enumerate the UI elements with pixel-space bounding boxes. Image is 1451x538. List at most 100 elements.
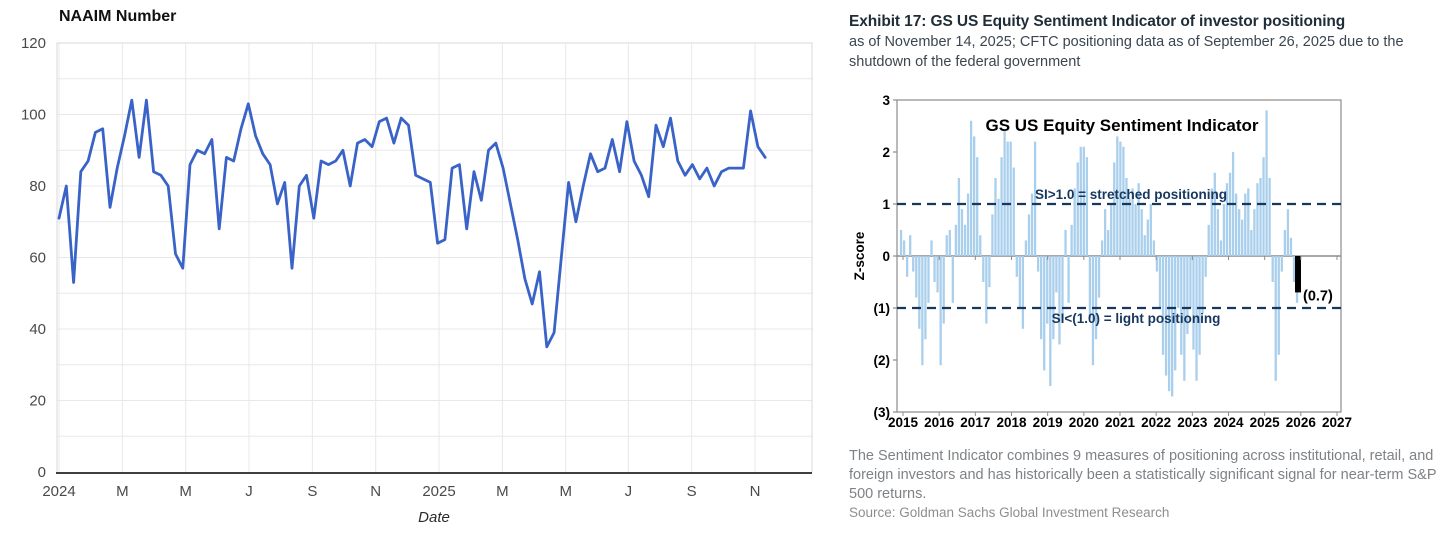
sentiment-bar	[1262, 157, 1265, 256]
exhibit-heading: Exhibit 17: GS US Equity Sentiment Indic…	[849, 13, 1346, 30]
sentiment-bar	[1003, 131, 1006, 256]
sentiment-bar	[1012, 167, 1015, 256]
latest-value-label: (0.7)	[1303, 288, 1333, 304]
sentiment-bar	[1119, 141, 1122, 256]
sentiment-bar	[951, 256, 954, 303]
sentiment-bar	[1125, 178, 1128, 256]
sentiment-bar	[918, 256, 921, 329]
sentiment-bar	[1149, 204, 1152, 256]
sentiment-bar	[1158, 256, 1162, 308]
exhibit-subheading: as of November 14, 2025; CFTC positionin…	[849, 34, 1404, 70]
sentiment-bar	[1180, 256, 1183, 355]
sentiment-bar	[1103, 209, 1107, 256]
sentiment-bar	[1009, 141, 1012, 256]
sentiment-bar	[902, 240, 906, 256]
sentiment-bar	[997, 198, 1000, 256]
sentiment-bar	[1198, 256, 1201, 355]
x-tick-label: M	[179, 483, 192, 500]
sentiment-bar	[1161, 256, 1165, 355]
latest-bar	[1295, 256, 1301, 293]
sentiment-chart-title: GS US Equity Sentiment Indicator	[986, 116, 1259, 135]
sentiment-bar	[1030, 193, 1034, 256]
sentiment-bar	[1186, 256, 1189, 334]
sentiment-bar	[954, 224, 958, 256]
x-tick-label: 2015	[888, 415, 919, 430]
sentiment-bar	[1183, 256, 1186, 381]
sentiment-bar	[1107, 230, 1110, 256]
x-tick-label: 2020	[1069, 415, 1099, 430]
sentiment-bar	[1286, 209, 1290, 256]
sentiment-bar	[973, 136, 976, 256]
y-tick-label: (3)	[874, 405, 891, 420]
x-tick-label: 2025	[1250, 415, 1281, 430]
exhibit-note: The Sentiment Indicator combines 9 measu…	[849, 448, 1437, 502]
y-tick-label: 0	[38, 464, 46, 481]
sentiment-bar	[1116, 136, 1119, 256]
sentiment-bar	[948, 230, 951, 256]
sentiment-bar	[1094, 256, 1098, 340]
y-tick-label: 20	[29, 393, 46, 410]
sentiment-bar	[1024, 240, 1028, 256]
sentiment-bar	[909, 235, 912, 256]
sentiment-bar	[1036, 256, 1040, 272]
sentiment-bar	[1274, 256, 1277, 381]
sentiment-bar	[1292, 256, 1296, 282]
x-tick-label: M	[496, 483, 509, 500]
y-tick-label: 1	[882, 197, 890, 212]
sentiment-bar	[899, 230, 903, 256]
stretched-positioning-annotation: SI>1.0 = stretched positioning	[1035, 187, 1227, 202]
sentiment-bar	[963, 224, 967, 256]
sentiment-bar	[1259, 178, 1262, 256]
sentiment-bar	[1234, 193, 1238, 256]
y-tick-label: (1)	[874, 301, 891, 316]
x-tick-label: S	[687, 483, 697, 500]
sentiment-bar	[1033, 141, 1037, 256]
y-tick-label: 40	[29, 321, 46, 338]
sentiment-bar	[982, 256, 985, 282]
sentiment-bar	[1265, 110, 1268, 257]
sentiment-bar	[1177, 256, 1180, 308]
sentiment-bar	[1091, 256, 1095, 366]
sentiment-bar	[1015, 256, 1018, 277]
x-tick-label: 2024	[42, 483, 75, 500]
sentiment-bar	[991, 214, 994, 256]
sentiment-bar	[957, 178, 961, 256]
sentiment-bar	[939, 256, 942, 366]
sentiment-bar	[1289, 237, 1293, 256]
x-tick-label: 2027	[1322, 415, 1352, 430]
sentiment-bar	[930, 240, 933, 256]
x-tick-label: 2021	[1105, 415, 1136, 430]
sentiment-bar	[1201, 256, 1204, 314]
y-tick-label: 0	[882, 249, 890, 264]
sentiment-bar	[960, 209, 964, 256]
sentiment-bar	[1046, 256, 1049, 324]
sentiment-bar	[1070, 224, 1073, 256]
sentiment-bar	[976, 157, 979, 256]
sentiment-bar	[1241, 219, 1244, 256]
y-tick-label: (2)	[874, 353, 891, 368]
sentiment-bar	[1164, 256, 1168, 376]
sentiment-bar	[1189, 256, 1192, 308]
sentiment-bar	[1137, 183, 1140, 256]
x-tick-label: M	[116, 483, 129, 500]
sentiment-bar	[1268, 178, 1271, 256]
z-score-axis-title: Z-score	[852, 231, 867, 280]
naaim-line-chart: 0 20 40 60 80 100 120 2024 M M J S N 2025 M M J S N	[21, 35, 813, 500]
sentiment-bar	[1049, 256, 1052, 386]
sentiment-bar	[1216, 209, 1219, 256]
sentiment-bar	[1079, 146, 1082, 256]
x-tick-label: 2026	[1286, 415, 1317, 430]
naaim-series-line	[57, 98, 767, 349]
sentiment-bar	[1082, 146, 1085, 256]
sentiment-bar	[1140, 209, 1143, 256]
sentiment-bar	[1152, 240, 1156, 256]
x-tick-label: 2016	[924, 415, 955, 430]
sentiment-bar	[915, 256, 918, 298]
sentiment-bar	[1058, 256, 1061, 345]
sentiment-bar	[1225, 183, 1229, 256]
sentiment-bar	[1043, 256, 1046, 371]
sentiment-bar	[905, 256, 909, 277]
x-tick-label: M	[559, 483, 572, 500]
sentiment-bar	[1052, 256, 1055, 340]
sentiment-bar	[1000, 157, 1003, 256]
